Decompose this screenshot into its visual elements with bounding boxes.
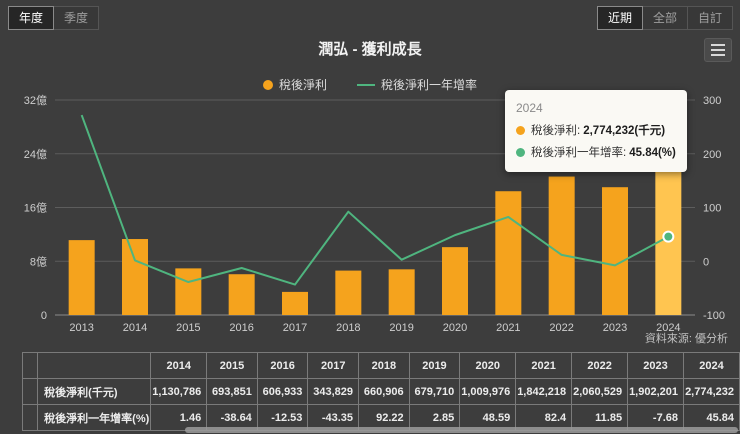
- bar-2018[interactable]: [335, 270, 362, 315]
- range-toggle: 近期 全部 自訂: [596, 6, 733, 31]
- net-profit-legend-marker: [262, 79, 273, 90]
- svg-text:2019: 2019: [389, 322, 413, 334]
- page-title: 潤弘 - 獲利成長: [318, 41, 422, 58]
- tooltip-net-profit-label: 稅後淨利:: [531, 124, 581, 137]
- legend-item-growth-rate[interactable]: 稅後淨利一年增率: [357, 76, 477, 93]
- period-tab-year[interactable]: 年度: [8, 6, 55, 31]
- table-cell: -7.68: [627, 404, 684, 431]
- chart-legend: 稅後淨利 稅後淨利一年增率: [0, 76, 740, 93]
- table-cell: 1.46: [150, 404, 208, 431]
- svg-text:2020: 2020: [443, 322, 467, 334]
- table-cell: -12.53: [256, 404, 309, 431]
- table-cell: 82.4: [515, 404, 573, 431]
- period-toggle: 年度 季度: [8, 6, 100, 31]
- financial-table: 2014 2015 2016 2017 2018 2019 2020 2021 2022 2023…: [21, 352, 740, 431]
- table-cell: 48.59: [459, 404, 517, 431]
- svg-text:2013: 2013: [69, 322, 93, 334]
- growth-rate-line[interactable]: [80, 114, 669, 286]
- tooltip-growth-rate-value: 45.84(%): [629, 146, 676, 159]
- svg-text:300: 300: [703, 95, 721, 107]
- bar-2023[interactable]: [602, 187, 628, 315]
- svg-text:16億: 16億: [24, 202, 47, 215]
- bar-2017[interactable]: [282, 291, 308, 315]
- year-header: 2016: [256, 352, 309, 379]
- table-cell: 2,774,232: [683, 378, 740, 405]
- year-header: 2014: [150, 352, 208, 379]
- svg-text:2023: 2023: [603, 322, 627, 334]
- svg-text:2024: 2024: [656, 322, 680, 334]
- tooltip-growth-rate-label: 稅後淨利一年增率:: [531, 146, 627, 159]
- year-header: 2015: [206, 352, 258, 379]
- tooltip-net-profit-row: 稅後淨利: 2,774,232(千元): [516, 121, 676, 143]
- row-label: 稅後淨利(千元): [37, 378, 152, 405]
- table-cell: 343,829: [307, 378, 360, 405]
- table-cell: 660,906: [358, 378, 410, 405]
- bar-2021[interactable]: [495, 191, 522, 315]
- svg-text:100: 100: [703, 203, 721, 215]
- tooltip-net-profit-value: 2,774,232(千元): [583, 124, 666, 137]
- table-cell: 11.85: [571, 404, 629, 431]
- svg-text:2022: 2022: [549, 322, 573, 334]
- svg-text:200: 200: [703, 149, 721, 161]
- year-header: 2023: [627, 352, 684, 379]
- svg-text:-100: -100: [703, 310, 725, 322]
- row-label: 稅後淨利一年增率(%): [37, 404, 152, 431]
- horizontal-scrollbar[interactable]: [185, 427, 738, 433]
- chart-tooltip: 2024 稅後淨利: 2,774,232(千元) 稅後淨利一年增率: 45.84(%…: [505, 90, 687, 173]
- svg-text:2016: 2016: [229, 322, 253, 334]
- bar-2015[interactable]: [175, 268, 202, 315]
- svg-text:2018: 2018: [336, 322, 360, 334]
- svg-text:8億: 8億: [30, 255, 47, 268]
- range-tab-recent[interactable]: 近期: [596, 6, 643, 31]
- data-source-label: 資料來源: 優分析: [644, 333, 728, 345]
- top-toolbar: 年度 季度 近期 全部 自訂: [8, 6, 733, 31]
- table-cell: 2,060,529: [571, 378, 629, 405]
- svg-text:2021: 2021: [496, 322, 520, 334]
- table-cell: -38.64: [206, 404, 258, 431]
- net-profit-dot-icon: [516, 125, 525, 135]
- legend-label-net-profit: 稅後淨利: [278, 78, 327, 92]
- row-selector-cell: [21, 378, 39, 405]
- bar-2019[interactable]: [388, 269, 415, 315]
- legend-item-net-profit[interactable]: 稅後淨利: [262, 76, 327, 93]
- range-tab-all[interactable]: 全部: [641, 6, 688, 31]
- svg-text:0: 0: [41, 310, 47, 322]
- period-tab-quarter[interactable]: 季度: [53, 6, 100, 31]
- bar-2020[interactable]: [442, 247, 468, 315]
- tooltip-growth-rate-row: 稅後淨利一年增率: 45.84(%): [516, 143, 676, 165]
- growth-rate-legend-marker: [357, 83, 375, 86]
- table-cell: 606,933: [256, 378, 309, 405]
- svg-text:32億: 32億: [24, 94, 47, 107]
- legend-label-growth-rate: 稅後淨利一年增率: [381, 78, 478, 92]
- range-tab-custom[interactable]: 自訂: [686, 6, 733, 31]
- svg-text:2017: 2017: [283, 322, 307, 334]
- year-header: 2018: [358, 352, 410, 379]
- growth-rate-hover-marker: [662, 230, 675, 243]
- year-header: 2019: [408, 352, 461, 379]
- bar-2014[interactable]: [122, 239, 148, 315]
- table-cell: 1,009,976: [459, 378, 517, 405]
- svg-text:2014: 2014: [123, 322, 147, 334]
- tooltip-year: 2024: [516, 101, 543, 115]
- table-cell: 1,842,218: [515, 378, 573, 405]
- hamburger-icon: [711, 44, 725, 46]
- svg-text:2015: 2015: [176, 322, 200, 334]
- svg-text:24億: 24億: [24, 148, 47, 161]
- table-cell: 679,710: [408, 378, 461, 405]
- bar-2016[interactable]: [228, 274, 255, 315]
- table-cell: 693,851: [206, 378, 258, 405]
- year-header: 2022: [571, 352, 629, 379]
- growth-rate-dot-icon: [516, 147, 525, 157]
- year-header: 2021: [515, 352, 573, 379]
- row-selector-cell: [21, 404, 39, 431]
- bar-2013[interactable]: [68, 240, 95, 315]
- year-header: 2017: [307, 352, 360, 379]
- year-header: 2024: [683, 352, 740, 379]
- table-cell: 1,130,786: [150, 378, 208, 405]
- table-cell: 1,902,201: [627, 378, 684, 405]
- bar-2022[interactable]: [548, 176, 575, 315]
- svg-text:0: 0: [703, 256, 709, 268]
- year-header: 2020: [459, 352, 517, 379]
- chart-menu-button[interactable]: [704, 38, 732, 62]
